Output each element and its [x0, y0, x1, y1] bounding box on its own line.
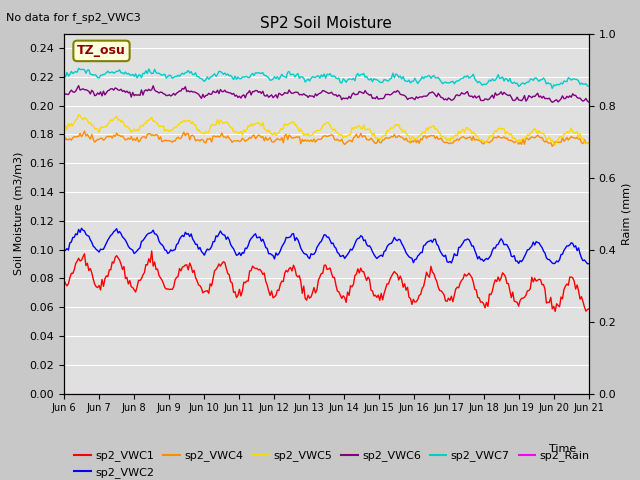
- Text: No data for f_sp2_VWC3: No data for f_sp2_VWC3: [6, 12, 141, 23]
- Legend: sp2_VWC1, sp2_VWC2, sp2_VWC4, sp2_VWC5, sp2_VWC6, sp2_VWC7, sp2_Rain: sp2_VWC1, sp2_VWC2, sp2_VWC4, sp2_VWC5, …: [70, 446, 595, 480]
- Y-axis label: Soil Moisture (m3/m3): Soil Moisture (m3/m3): [14, 152, 24, 276]
- Y-axis label: Raim (mm): Raim (mm): [622, 182, 632, 245]
- Text: Time: Time: [548, 444, 576, 454]
- Text: TZ_osu: TZ_osu: [77, 44, 126, 58]
- Title: SP2 Soil Moisture: SP2 Soil Moisture: [260, 16, 392, 31]
